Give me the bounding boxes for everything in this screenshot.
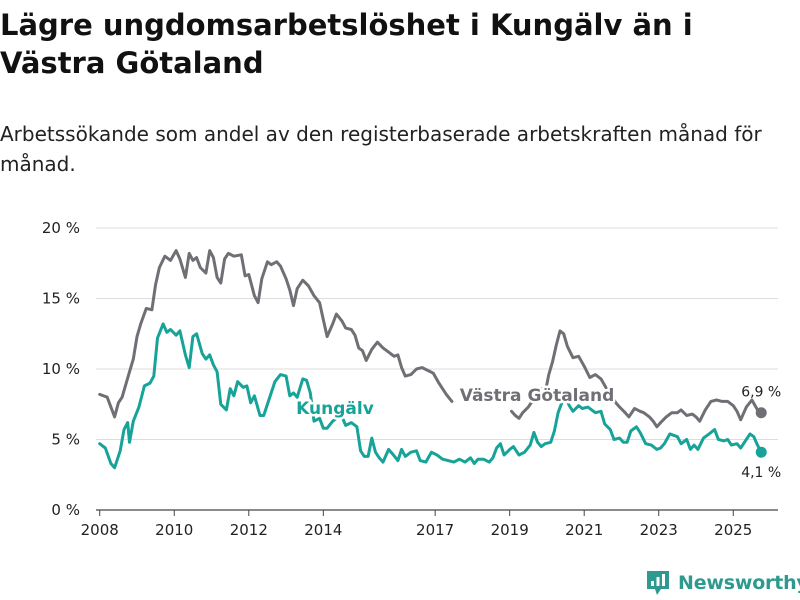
y-tick-label: 5 % [51, 431, 80, 449]
x-tick-label: 2021 [565, 521, 603, 539]
y-tick-label: 10 % [42, 360, 80, 378]
vastra-gotaland-series-label: Västra Götaland [460, 386, 615, 406]
x-tick-label: 2012 [230, 521, 268, 539]
kungalv-end-label: 4,1 % [741, 465, 781, 481]
series-labels: 6,9 % 4,1 % Västra Götaland Kungälv [294, 384, 782, 482]
vastra-gotaland-end-point [755, 407, 767, 419]
brand-name: Newsworthy [678, 572, 800, 594]
y-axis-ticks: 0 % 5 % 10 % 15 % 20 % [42, 219, 80, 519]
chart-subtitle: Arbetssökande som andel av den registerb… [0, 122, 762, 176]
x-tick-label: 2023 [640, 521, 678, 539]
x-tick-label: 2025 [714, 521, 752, 539]
x-tick-label: 2010 [155, 521, 193, 539]
series-lines [98, 249, 767, 470]
y-tick-label: 20 % [42, 219, 80, 237]
x-axis-ticks: 2008 2010 2012 2014 2017 2019 2021 2023 2025 [81, 510, 752, 539]
bar-chart-logo-icon [647, 571, 669, 595]
x-tick-label: 2008 [81, 521, 119, 539]
kungalv-series-line [98, 322, 763, 470]
x-tick-label: 2017 [416, 521, 454, 539]
vastra-gotaland-series-line [510, 329, 763, 429]
vastra-gotaland-series-line [98, 249, 454, 419]
x-tick-label: 2019 [491, 521, 529, 539]
chart-title: Lägre ungdomsarbetslöshet i Kungälv än i… [0, 8, 693, 80]
line-chart: 0 %5 %10 %15 %20 % 2008 2010 2012 2014 2017 2… [42, 219, 782, 539]
grid-lines [96, 227, 778, 511]
y-tick-label: 0 % [51, 501, 80, 519]
y-tick-label: 15 % [42, 290, 80, 308]
kungalv-series-label: Kungälv [296, 399, 374, 419]
kungalv-end-point [755, 446, 767, 458]
vastra-gotaland-end-label: 6,9 % [741, 385, 781, 401]
x-tick-label: 2014 [304, 521, 342, 539]
newsworthy-brand: Newsworthy [645, 569, 800, 597]
